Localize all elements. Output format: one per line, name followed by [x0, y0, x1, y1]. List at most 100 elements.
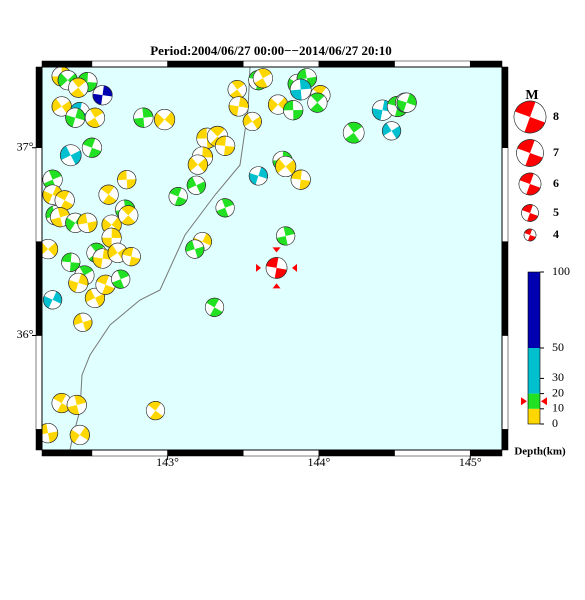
beachball-lobe	[215, 199, 235, 217]
depth-band	[528, 393, 540, 409]
beachball-lobe	[244, 112, 261, 131]
x-tick-label: 143°	[156, 455, 179, 469]
frame-stripe	[243, 60, 320, 68]
beachball	[187, 154, 208, 175]
beachball	[516, 139, 544, 167]
beachball-lobe	[524, 229, 536, 241]
magnitude-label: 5	[553, 205, 559, 219]
frame-stripe	[501, 66, 509, 148]
beachball-outline	[204, 297, 225, 317]
frame-stripe	[35, 241, 43, 336]
beachball	[513, 100, 547, 134]
beachball-outline	[248, 166, 268, 186]
magnitude-label: 6	[553, 176, 559, 190]
beachball	[59, 144, 82, 167]
y-tick-label: 37°	[17, 139, 34, 153]
depth-tick-label: 50	[552, 340, 564, 354]
beachball-lobe	[519, 173, 541, 195]
beachball-lobe	[122, 247, 141, 266]
beachball-outline	[69, 424, 90, 446]
beachball	[51, 393, 72, 414]
frame-stripe	[394, 60, 471, 68]
frame-stripe	[469, 60, 503, 68]
beachball-lobe	[51, 394, 72, 412]
beachball-lobe	[228, 82, 247, 97]
beachball-outline	[42, 239, 59, 260]
beachball-lobe	[276, 226, 295, 245]
beachball-lobe	[383, 121, 400, 141]
frame-stripe	[35, 429, 43, 451]
frame-stripe	[501, 147, 509, 242]
beachball	[396, 92, 417, 113]
beachball-outline	[98, 184, 119, 205]
frame-stripe	[35, 335, 43, 430]
main-event-arrow	[256, 263, 262, 272]
beachball-lobe	[266, 257, 288, 279]
beachball-lobe	[68, 273, 88, 293]
beachball	[154, 109, 176, 131]
beachball-lobe	[92, 85, 113, 105]
beachball-outline	[111, 269, 131, 289]
beachball	[68, 272, 89, 293]
main-event-arrow	[292, 263, 298, 272]
beachball-outline	[61, 252, 81, 272]
beachball-lobe	[277, 156, 294, 177]
events	[42, 67, 417, 446]
beachball-outline	[95, 274, 116, 295]
beachball	[290, 169, 311, 190]
magnitude-label: 7	[553, 145, 559, 159]
beachball	[68, 77, 89, 98]
magnitude-label: 8	[553, 109, 559, 123]
beachball	[133, 107, 154, 128]
beachball-outline	[307, 92, 328, 113]
frame-stripe	[41, 60, 93, 68]
beachball	[227, 79, 247, 100]
beachball-lobe	[86, 288, 104, 308]
frame-stripe	[91, 60, 168, 68]
beachball-lobe	[205, 299, 224, 316]
title: Period:2004/06/27 00:00−−2014/06/27 20:1…	[150, 43, 392, 58]
beachball-lobe	[514, 101, 546, 133]
beachball-lobe	[42, 170, 63, 189]
frame-stripe	[318, 60, 395, 68]
beachball	[518, 172, 542, 196]
beachball	[168, 186, 188, 207]
beachball-lobe	[253, 69, 273, 87]
frame-stripe	[41, 449, 93, 457]
beachball-lobe	[521, 205, 539, 221]
beachball-outline	[154, 109, 176, 131]
beachball	[252, 68, 273, 89]
beachball	[523, 228, 537, 242]
beachball-outline	[68, 272, 89, 293]
beachball-lobe	[290, 79, 312, 100]
beachball-outline	[92, 85, 113, 106]
frame-stripe	[35, 147, 43, 242]
beachball	[215, 135, 236, 156]
beachball-outline	[513, 100, 547, 134]
beachball	[61, 252, 81, 272]
beachball	[215, 198, 235, 218]
beachball	[118, 205, 139, 226]
beachball-lobe	[85, 109, 105, 127]
beachball-outline	[290, 169, 311, 190]
magnitude-label: 4	[553, 227, 559, 241]
beachball-lobe	[249, 166, 268, 186]
beachball-outline	[518, 172, 542, 196]
beachball	[265, 257, 288, 279]
beachball-lobe	[61, 253, 80, 272]
beachball	[111, 269, 131, 289]
beachball-lobe	[229, 96, 249, 117]
beachball	[69, 424, 90, 446]
beachball-outline	[121, 247, 141, 267]
beachball-outline	[43, 290, 63, 310]
y-tick-label: 36°	[17, 327, 34, 341]
beachball	[98, 184, 119, 205]
beachball	[307, 92, 328, 113]
beachball-outline	[289, 78, 312, 101]
beachball-lobe	[42, 239, 56, 259]
depth-tick-label: 0	[552, 416, 558, 430]
x-tick-label: 145°	[459, 455, 482, 469]
beachball-lobe	[133, 107, 154, 128]
beachball-lobe	[190, 154, 206, 175]
beachball-lobe	[117, 170, 136, 189]
